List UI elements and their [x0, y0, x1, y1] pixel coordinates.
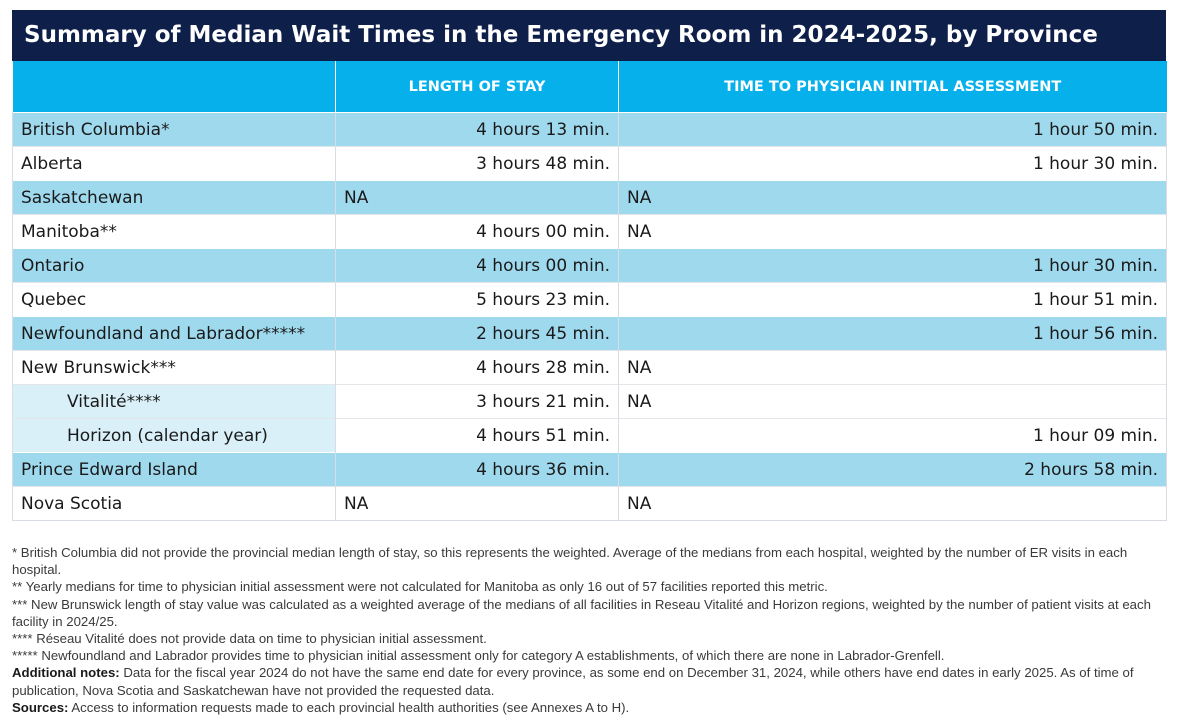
province-name: Vitalité****: [12, 384, 336, 419]
length-of-stay-value: NA: [335, 486, 619, 521]
footnotes: * British Columbia did not provide the p…: [12, 544, 1162, 716]
table-row: Prince Edward Island 4 hours 36 min. 2 hou…: [12, 452, 1167, 487]
header-time-to-assessment: TIME TO PHYSICIAN INITIAL ASSESSMENT: [618, 61, 1167, 113]
footnote-2: ** Yearly medians for time to physician …: [12, 579, 828, 595]
province-name: Horizon (calendar year): [12, 418, 336, 453]
table-row: British Columbia* 4 hours 13 min. 1 hour 5…: [12, 112, 1167, 147]
province-name: Prince Edward Island: [12, 452, 336, 487]
length-of-stay-value: 2 hours 45 min.: [335, 316, 619, 351]
province-name: Newfoundland and Labrador*****: [12, 316, 336, 351]
length-of-stay-value: 3 hours 48 min.: [335, 146, 619, 181]
sources-label: Sources:: [12, 699, 69, 715]
table-row: Alberta 3 hours 48 min. 1 hour 30 min.: [12, 146, 1167, 181]
table-body: British Columbia* 4 hours 13 min. 1 hour 5…: [12, 112, 1167, 521]
province-name: Saskatchewan: [12, 180, 336, 215]
length-of-stay-value: 4 hours 51 min.: [335, 418, 619, 453]
assessment-time-value: 1 hour 30 min.: [618, 146, 1167, 181]
table-container: Summary of Median Wait Times in the Emer…: [12, 10, 1167, 521]
assessment-time-value: NA: [618, 384, 1167, 419]
province-name: British Columbia*: [12, 112, 336, 147]
length-of-stay-value: NA: [335, 180, 619, 215]
assessment-time-value: 1 hour 50 min.: [618, 112, 1167, 147]
table-row: Horizon (calendar year) 4 hours 51 min. 1 …: [12, 418, 1167, 453]
length-of-stay-value: 4 hours 36 min.: [335, 452, 619, 487]
length-of-stay-value: 3 hours 21 min.: [335, 384, 619, 419]
length-of-stay-value: 5 hours 23 min.: [335, 282, 619, 317]
province-name: New Brunswick***: [12, 350, 336, 385]
table-row: Vitalité**** 3 hours 21 min. NA: [12, 384, 1167, 419]
length-of-stay-value: 4 hours 00 min.: [335, 214, 619, 249]
header-province: [12, 61, 336, 113]
assessment-time-value: 2 hours 58 min.: [618, 452, 1167, 487]
table-row: Manitoba** 4 hours 00 min. NA: [12, 214, 1167, 249]
assessment-time-value: NA: [618, 180, 1167, 215]
footnote-4: **** Réseau Vitalité does not provide da…: [12, 631, 487, 647]
table-row: Nova Scotia NA NA: [12, 486, 1167, 521]
table-row: Saskatchewan NA NA: [12, 180, 1167, 215]
length-of-stay-value: 4 hours 28 min.: [335, 350, 619, 385]
table-title: Summary of Median Wait Times in the Emer…: [12, 10, 1166, 61]
province-name: Manitoba**: [12, 214, 336, 249]
additional-notes-label: Additional notes:: [12, 665, 120, 681]
province-name: Quebec: [12, 282, 336, 317]
length-of-stay-value: 4 hours 00 min.: [335, 248, 619, 283]
assessment-time-value: NA: [618, 350, 1167, 385]
wait-times-table: LENGTH OF STAY TIME TO PHYSICIAN INITIAL…: [12, 61, 1167, 521]
assessment-time-value: 1 hour 56 min.: [618, 316, 1167, 351]
footnote-3: *** New Brunswick length of stay value w…: [12, 596, 1151, 629]
additional-notes-text: Data for the fiscal year 2024 do not hav…: [12, 665, 1134, 698]
assessment-time-value: 1 hour 09 min.: [618, 418, 1167, 453]
footnote-5: ***** Newfoundland and Labrador provides…: [12, 648, 945, 664]
table-row: Ontario 4 hours 00 min. 1 hour 30 min.: [12, 248, 1167, 283]
table-row: Newfoundland and Labrador***** 2 hours 45…: [12, 316, 1167, 351]
length-of-stay-value: 4 hours 13 min.: [335, 112, 619, 147]
assessment-time-value: 1 hour 30 min.: [618, 248, 1167, 283]
assessment-time-value: NA: [618, 214, 1167, 249]
footnote-1: * British Columbia did not provide the p…: [12, 545, 1128, 578]
sources: Sources: Access to information requests …: [12, 699, 1162, 716]
table-row: Quebec 5 hours 23 min. 1 hour 51 min.: [12, 282, 1167, 317]
sources-text: Access to information requests made to e…: [68, 699, 630, 715]
province-name: Alberta: [12, 146, 336, 181]
province-name: Ontario: [12, 248, 336, 283]
additional-notes: Additional notes: Data for the fiscal ye…: [12, 664, 1162, 698]
assessment-time-value: 1 hour 51 min.: [618, 282, 1167, 317]
province-name: Nova Scotia: [12, 486, 336, 521]
header-row: LENGTH OF STAY TIME TO PHYSICIAN INITIAL…: [12, 61, 1167, 113]
table-row: New Brunswick*** 4 hours 28 min. NA: [12, 350, 1167, 385]
assessment-time-value: NA: [618, 486, 1167, 521]
header-length-of-stay: LENGTH OF STAY: [335, 61, 619, 113]
